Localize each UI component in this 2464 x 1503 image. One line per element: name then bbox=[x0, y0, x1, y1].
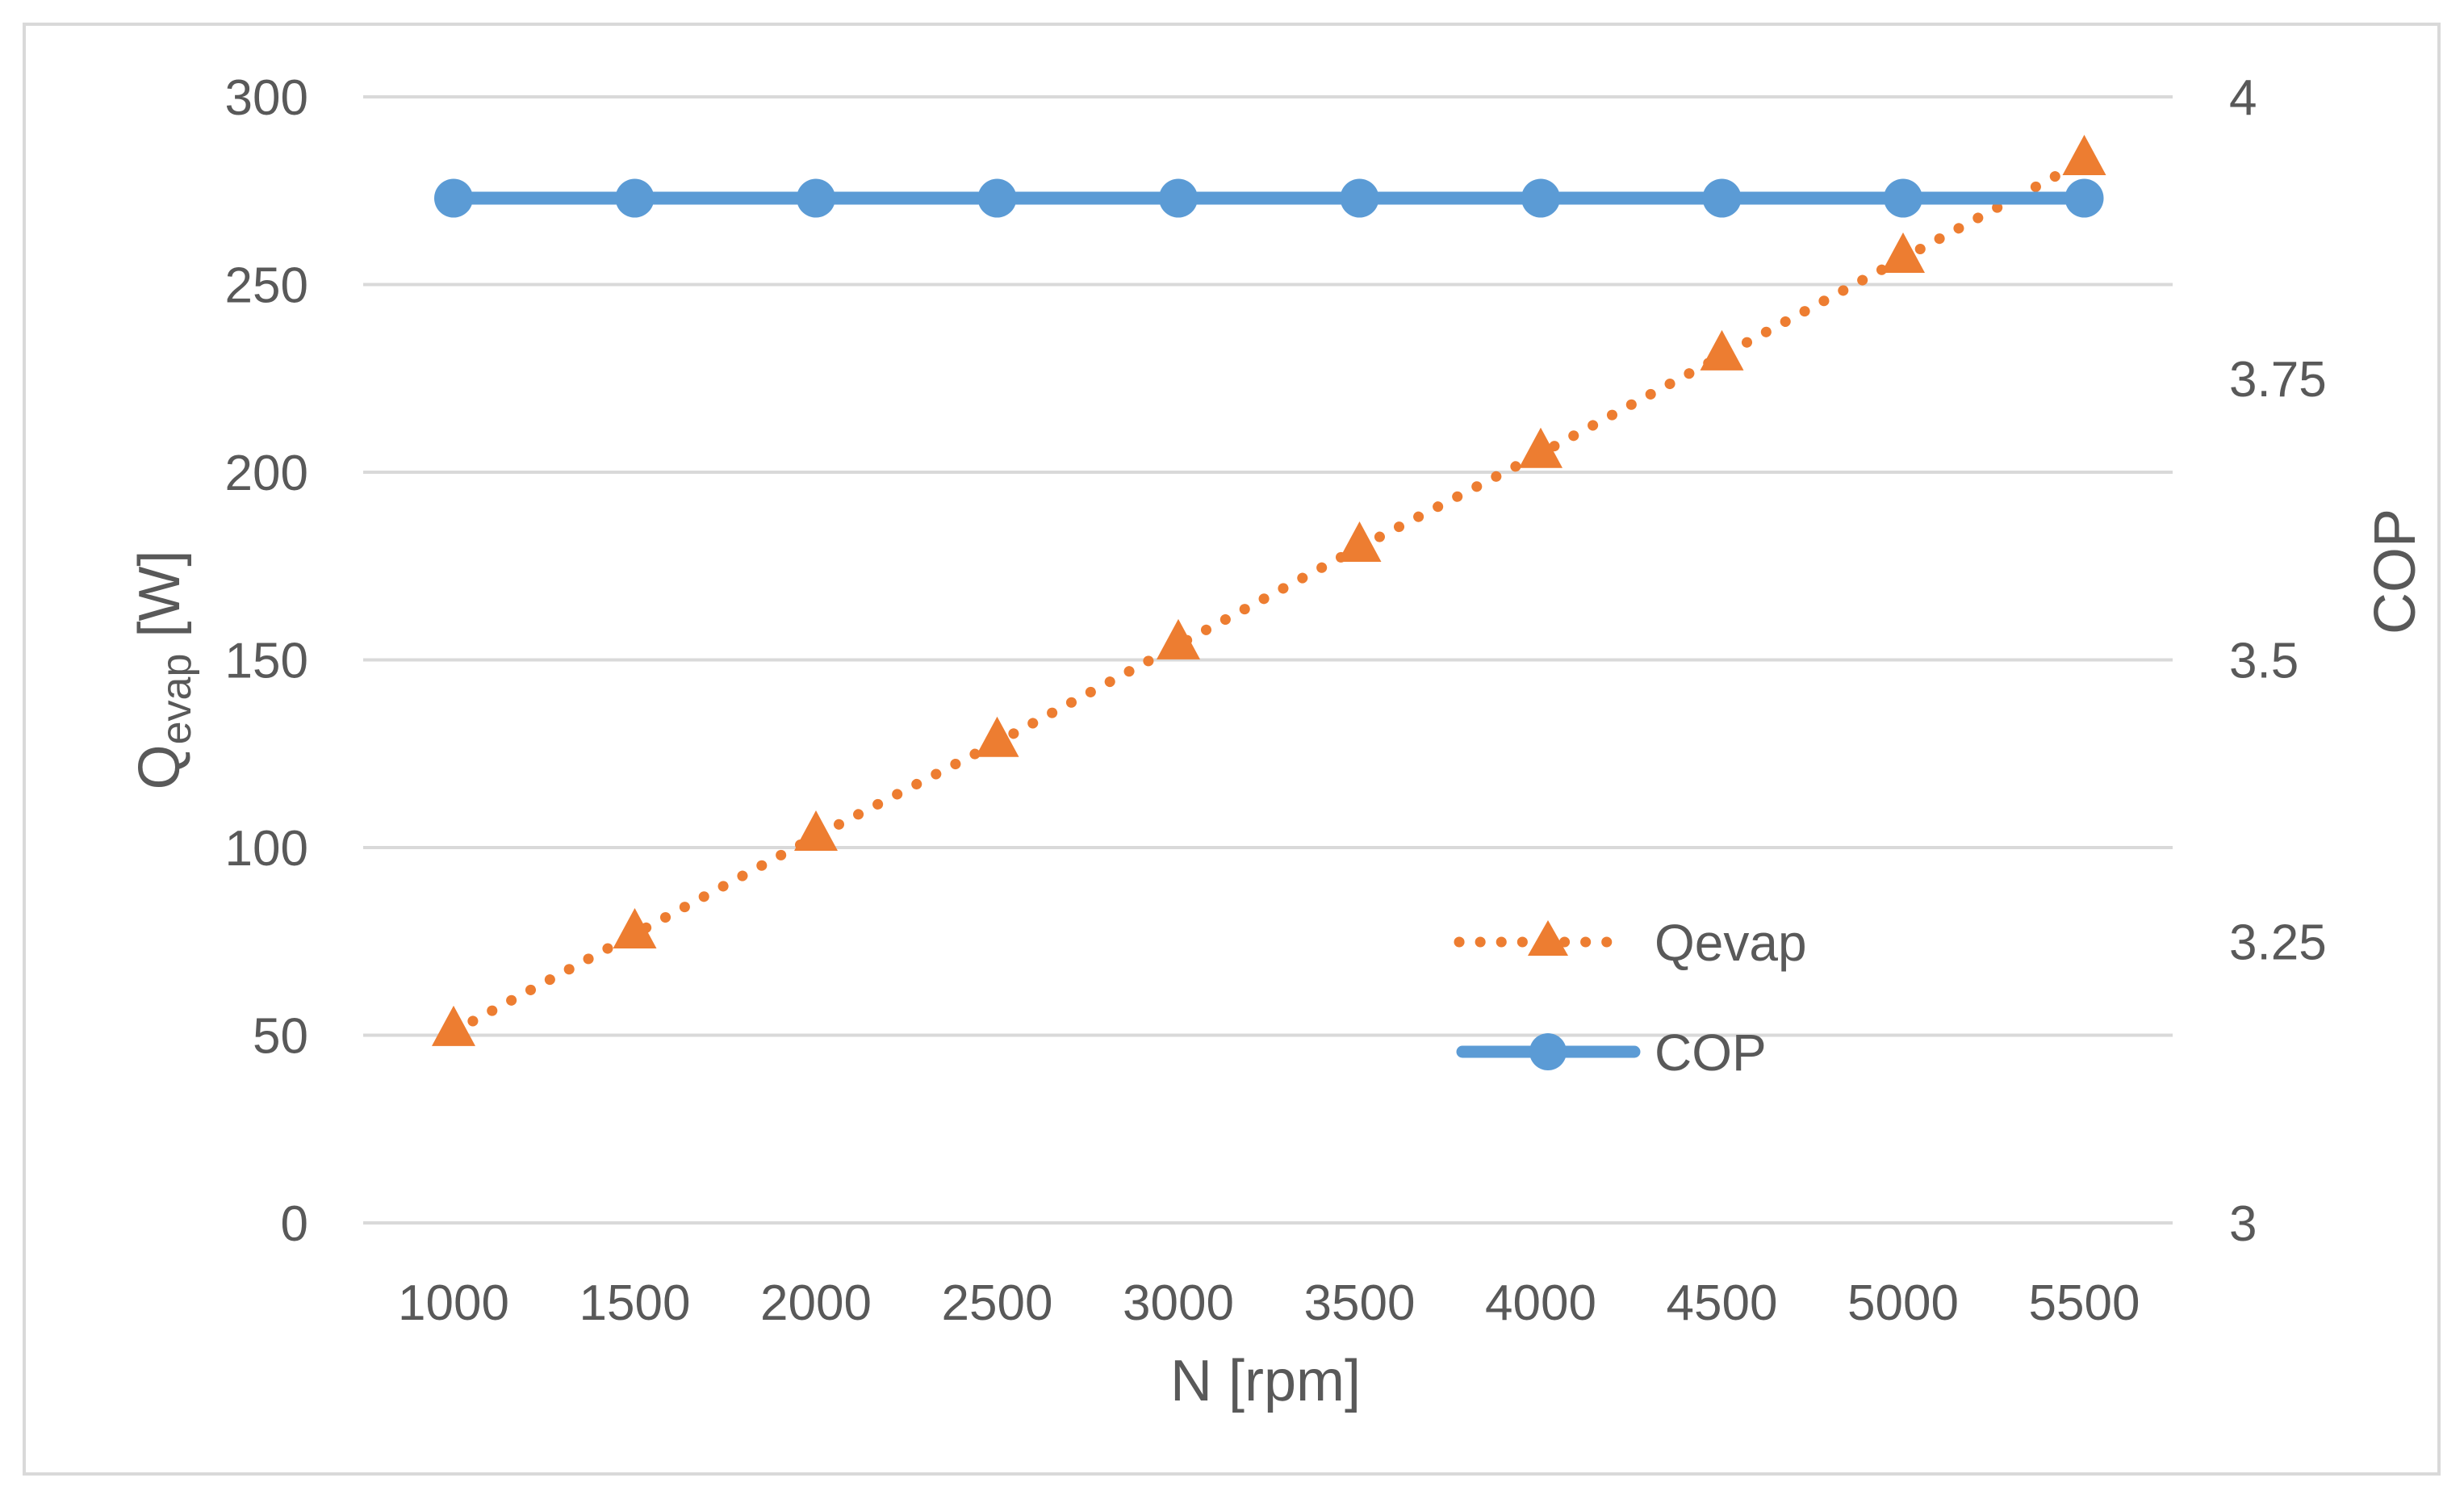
y-tick-label-100: 100 bbox=[225, 821, 308, 877]
legend: Qevap COP bbox=[1454, 914, 1807, 1082]
gridlines bbox=[363, 95, 2173, 1225]
x-tick-label-5000: 5000 bbox=[1847, 1275, 1959, 1331]
y2-tick-label-2: 3.5 bbox=[2229, 634, 2299, 689]
y-tick-label-0: 0 bbox=[281, 1196, 308, 1252]
x-tick-label-4000: 4000 bbox=[1485, 1275, 1596, 1331]
qevap-point-5000 bbox=[1881, 232, 1925, 273]
cop-point-2500 bbox=[977, 178, 1017, 218]
y-axis-ticks: 0 50 100 150 200 250 300 bbox=[225, 70, 308, 1252]
y2-axis-ticks: 3 3.25 3.5 3.75 4 bbox=[2229, 70, 2327, 1252]
series-layer bbox=[432, 135, 2106, 1046]
qevap-point-4500 bbox=[1700, 329, 1744, 371]
y2-axis-title: COP bbox=[2363, 509, 2428, 634]
qevap-point-4000 bbox=[1519, 427, 1562, 468]
qevap-point-1500 bbox=[613, 907, 657, 948]
y-tick-label-50: 50 bbox=[253, 1009, 308, 1065]
qevap-point-2000 bbox=[794, 810, 838, 852]
cop-point-2000 bbox=[797, 178, 835, 218]
cop-point-5500 bbox=[2064, 178, 2104, 218]
y-tick-label-250: 250 bbox=[225, 258, 308, 314]
y-tick-label-200: 200 bbox=[225, 446, 308, 501]
y-tick-label-300: 300 bbox=[225, 70, 308, 126]
chart-frame bbox=[23, 23, 2441, 1476]
y2-tick-label-4: 4 bbox=[2229, 70, 2257, 126]
cop-point-1000 bbox=[434, 178, 473, 218]
y-tick-label-150: 150 bbox=[225, 634, 308, 689]
x-tick-label-2000: 2000 bbox=[760, 1275, 872, 1331]
cop-point-3000 bbox=[1159, 178, 1198, 218]
qevap-point-3000 bbox=[1157, 618, 1200, 659]
cop-point-5000 bbox=[1884, 178, 1922, 218]
qevap-point-3500 bbox=[1337, 521, 1382, 562]
x-axis-ticks: 1000 1500 2000 2500 3000 3500 4000 4500 5000 5500 bbox=[398, 1275, 2140, 1331]
legend-qevap-label: Qevap bbox=[1655, 914, 1807, 972]
y-axis-title-unit: [W] bbox=[128, 551, 192, 654]
qevap-point-5500 bbox=[2062, 135, 2106, 176]
legend-cop-label: COP bbox=[1655, 1024, 1767, 1082]
cop-point-4000 bbox=[1521, 178, 1560, 218]
x-tick-label-2500: 2500 bbox=[942, 1275, 1053, 1331]
y-axis-title-sub: evap bbox=[153, 654, 200, 745]
legend-cop-circle-icon bbox=[1529, 1033, 1567, 1070]
x-tick-label-1000: 1000 bbox=[398, 1275, 509, 1331]
x-tick-label-4500: 4500 bbox=[1667, 1275, 1778, 1331]
legend-item-cop: COP bbox=[1456, 1024, 1767, 1082]
qevap-point-2500 bbox=[975, 716, 1019, 757]
y2-tick-label-1: 3.25 bbox=[2229, 915, 2327, 970]
x-tick-label-1500: 1500 bbox=[579, 1275, 691, 1331]
y-axis-title: Qevap [W] bbox=[128, 551, 200, 790]
x-tick-label-5500: 5500 bbox=[2029, 1275, 2140, 1331]
cop-point-4500 bbox=[1702, 178, 1742, 218]
legend-item-qevap: Qevap bbox=[1454, 914, 1807, 972]
series-qevap-line bbox=[448, 155, 2090, 1037]
cop-point-3500 bbox=[1340, 178, 1379, 218]
x-tick-label-3500: 3500 bbox=[1304, 1275, 1416, 1331]
x-axis-title: N [rpm] bbox=[1170, 1349, 1361, 1413]
legend-qevap-triangle-icon bbox=[1528, 920, 1568, 956]
qevap-point-1000 bbox=[432, 1005, 475, 1046]
y2-tick-label-3: 3.75 bbox=[2229, 352, 2327, 408]
y-axis-title-main: Q bbox=[128, 744, 192, 789]
cop-point-1500 bbox=[615, 178, 655, 218]
y2-tick-label-0: 3 bbox=[2229, 1196, 2257, 1252]
x-tick-label-3000: 3000 bbox=[1123, 1275, 1234, 1331]
